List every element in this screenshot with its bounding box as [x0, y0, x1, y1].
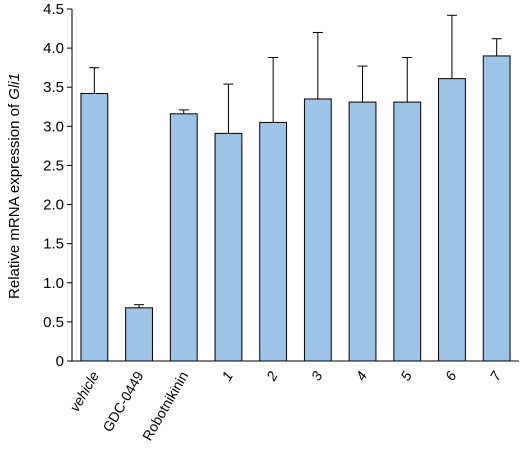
y-tick-label: 2.0 — [43, 197, 64, 214]
y-axis-label: Relative mRNA expression of Gli1 — [6, 73, 23, 299]
x-tick-label: 3 — [308, 368, 326, 383]
x-tick-label: 1 — [218, 369, 236, 384]
x-tick-label: vehicle — [66, 368, 102, 414]
x-tick-label: 7 — [486, 367, 504, 383]
bar-4 — [214, 132, 243, 362]
bar-9 — [438, 78, 466, 362]
y-tick-label: 2.5 — [43, 157, 64, 174]
y-tick-label: 1.5 — [43, 236, 64, 253]
x-tick-label: 2 — [262, 368, 280, 384]
bar-1 — [80, 92, 109, 362]
bar-7 — [348, 101, 377, 362]
y-tick-label: 1.0 — [43, 275, 64, 292]
x-tick-label: 6 — [442, 368, 460, 383]
y-axis-label-gene: Gli1 — [6, 73, 23, 100]
x-tick-label: GDC-0449 — [99, 368, 146, 434]
y-tick-label: 4.5 — [43, 1, 64, 18]
y-tick-label: 0.5 — [43, 314, 64, 331]
y-tick-label: 3.5 — [43, 79, 64, 96]
y-axis-label-text: Relative mRNA expression of — [6, 100, 23, 299]
x-tick-label: 5 — [397, 368, 415, 383]
bar-10 — [482, 55, 511, 362]
x-tick-label: Robotnikinin — [139, 369, 191, 444]
bar-5 — [259, 121, 288, 362]
bar-2 — [125, 307, 153, 362]
x-tick-label: 4 — [352, 368, 370, 383]
bar-3 — [169, 113, 198, 362]
y-tick-label: 3.0 — [43, 118, 64, 135]
bar-8 — [393, 101, 422, 362]
bar-6 — [303, 98, 332, 362]
y-tick-label: 4.0 — [43, 40, 64, 57]
plot-area: 0 0.5 1.0 1.5 2.0 2.5 3.0 3.5 4.0 4.5 vehicleGDC-0… — [43, 1, 519, 443]
y-tick-label: 0 — [56, 353, 64, 370]
